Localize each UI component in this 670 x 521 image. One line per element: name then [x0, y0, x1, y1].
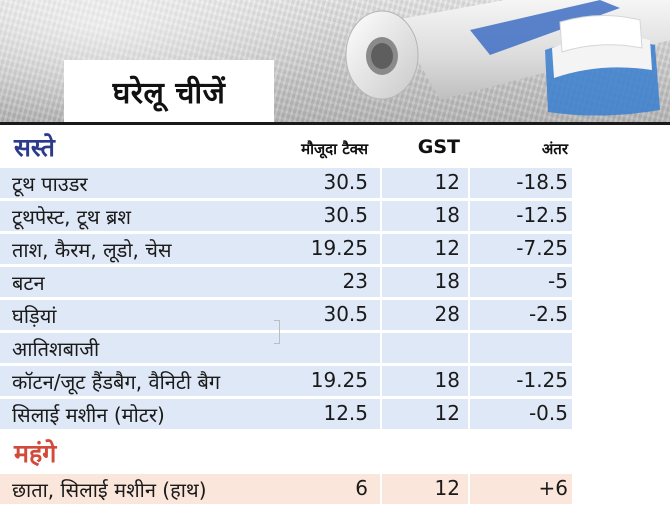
cell-background: [470, 366, 572, 396]
section-label: सस्ते: [14, 133, 55, 162]
cell-background: [470, 399, 572, 429]
table-row: आतिशबाजी: [0, 332, 670, 364]
current-tax-value: 30.5: [323, 302, 368, 326]
difference-value: -12.5: [516, 203, 568, 227]
decorative-bracket: [274, 320, 280, 344]
gst-value: 12: [434, 236, 460, 260]
cell-background: [470, 234, 572, 264]
cell-background: [0, 300, 380, 330]
difference-value: -2.5: [528, 302, 568, 326]
table-row: सिलाई मशीन (मोटर) 12.5 12 -0.5: [0, 398, 670, 430]
cell-background: [0, 399, 380, 429]
item-name: टूथ पाउडर: [12, 172, 88, 196]
header-image: घरेलू चीजें: [0, 0, 670, 124]
current-tax-value: 30.5: [323, 203, 368, 227]
cell-background: [0, 168, 380, 198]
cell-background: [382, 333, 468, 363]
item-name: आतिशबाजी: [12, 337, 100, 361]
cell-background: [382, 300, 468, 330]
cell-background: [0, 234, 380, 264]
gst-value: 12: [434, 401, 460, 425]
gst-value: 18: [434, 368, 460, 392]
gst-value: 18: [434, 269, 460, 293]
table-row: बटन 23 18 -5: [0, 266, 670, 298]
cell-background: [0, 474, 380, 504]
table-row: छाता, सिलाई मशीन (हाथ) 6 12 +6: [0, 473, 670, 505]
item-name: घड़ियां: [12, 304, 57, 328]
header-divider: [0, 122, 670, 125]
column-header-gst: GST: [417, 136, 460, 158]
current-tax-value: 30.5: [323, 170, 368, 194]
difference-value: -18.5: [516, 170, 568, 194]
cell-background: [0, 366, 380, 396]
item-name: सिलाई मशीन (मोटर): [12, 403, 165, 427]
table-row: घड़ियां 30.5 28 -2.5: [0, 299, 670, 331]
difference-value: -5: [548, 269, 568, 293]
table-row: टूथ पाउडर 30.5 12 -18.5: [0, 167, 670, 199]
page-title: घरेलू चीजें: [112, 75, 226, 111]
table-row: ताश, कैरम, लूडो, चेस 19.25 12 -7.25: [0, 233, 670, 265]
cell-background: [382, 201, 468, 231]
cell-background: [470, 267, 572, 297]
cell-background: [0, 333, 380, 363]
current-tax-value: 12.5: [323, 401, 368, 425]
cell-background: [470, 168, 572, 198]
gst-value: 12: [434, 476, 460, 500]
difference-value: -7.25: [516, 236, 568, 260]
cell-background: [470, 201, 572, 231]
current-tax-value: 6: [355, 476, 368, 500]
difference-value: -1.25: [516, 368, 568, 392]
item-name: बटन: [12, 271, 45, 295]
item-name: छाता, सिलाई मशीन (हाथ): [12, 478, 207, 502]
cell-background: [382, 474, 468, 504]
difference-value: -0.5: [528, 401, 568, 425]
difference-value: +6: [538, 476, 568, 500]
section-header: महंगे: [0, 431, 670, 473]
current-tax-value: 23: [342, 269, 368, 293]
cell-background: [382, 267, 468, 297]
gst-value: 18: [434, 203, 460, 227]
cell-background: [382, 168, 468, 198]
cell-background: [382, 366, 468, 396]
item-name: ताश, कैरम, लूडो, चेस: [12, 238, 172, 262]
section-label: महंगे: [14, 439, 57, 468]
gst-value: 28: [434, 302, 460, 326]
cell-background: [382, 399, 468, 429]
cell-background: [0, 267, 380, 297]
cell-background: [470, 300, 572, 330]
section-header: सस्ते मौजूदा टैक्स GST अंतर: [0, 125, 670, 167]
column-header-tax: मौजूदा टैक्स: [301, 140, 368, 158]
toothpaste-icon: [345, 0, 670, 116]
table-row: कॉटन/जूट हैंडबैग, वैनिटी बैग 19.25 18 -1.25: [0, 365, 670, 397]
cell-background: [470, 474, 572, 504]
table-row: टूथपेस्ट, टूथ ब्रश 30.5 18 -12.5: [0, 200, 670, 232]
column-header-diff: अंतर: [541, 140, 568, 158]
title-box: घरेलू चीजें: [64, 60, 274, 122]
cell-background: [470, 333, 572, 363]
cell-background: [0, 201, 380, 231]
current-tax-value: 19.25: [310, 368, 368, 392]
cell-background: [382, 234, 468, 264]
gst-value: 12: [434, 170, 460, 194]
current-tax-value: 19.25: [310, 236, 368, 260]
item-name: टूथपेस्ट, टूथ ब्रश: [12, 205, 132, 229]
item-name: कॉटन/जूट हैंडबैग, वैनिटी बैग: [12, 370, 221, 394]
